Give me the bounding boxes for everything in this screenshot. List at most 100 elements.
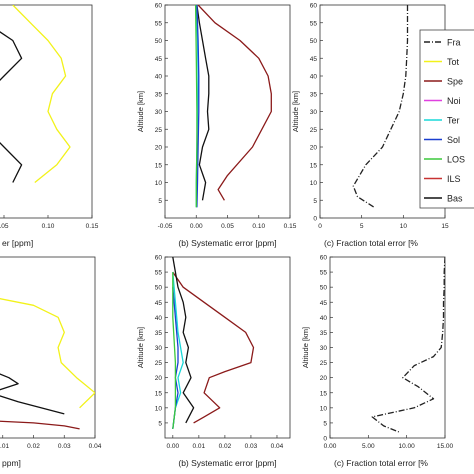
- x-tick-label-top-b: 0.15: [284, 223, 297, 230]
- y-tick-label-top-c: 60: [310, 3, 318, 10]
- y-tick-label-bottom-c: 0: [323, 436, 327, 443]
- y-tick-label-bottom-b: 10: [155, 405, 163, 412]
- plot-frame-bottom-c: [329, 256, 446, 439]
- x-tick-label-top-a: 0.10: [42, 223, 55, 230]
- y-tick-label-bottom-c: 10: [320, 405, 328, 412]
- y-tick-label-top-b: 5: [158, 198, 162, 205]
- series-line-bottom-b-1: [172, 257, 195, 424]
- y-tick-label-top-b: 15: [155, 162, 163, 169]
- y-tick-label-top-c: 0: [313, 216, 317, 223]
- y-tick-label-bottom-b: 15: [155, 390, 163, 397]
- x-tick-label-bottom-a: 0.02: [27, 443, 40, 450]
- x-axis-label-bottom-a: ppm]: [2, 458, 21, 468]
- legend-label: Ter: [447, 116, 460, 126]
- y-tick-label-top-b: 45: [155, 56, 163, 63]
- x-tick-label-bottom-b: 0.02: [219, 443, 232, 450]
- y-tick-label-bottom-c: 30: [320, 345, 328, 352]
- series-line-top-b-0: [197, 5, 272, 201]
- legend-label: LOS: [447, 155, 465, 165]
- x-axis-label-bottom-b: (b) Systematic error [ppm]: [178, 458, 276, 468]
- y-tick-label-bottom-b: 45: [155, 300, 163, 307]
- y-tick-label-bottom-b: 5: [158, 420, 162, 427]
- y-tick-label-bottom-c: 35: [320, 330, 328, 337]
- y-tick-label-bottom-c: 50: [320, 285, 328, 292]
- legend-label: Spe: [447, 77, 463, 87]
- y-tick-label-top-c: 25: [310, 127, 318, 134]
- legend-label: Tot: [447, 57, 460, 67]
- y-tick-label-top-c: 45: [310, 56, 318, 63]
- y-tick-label-top-b: 55: [155, 20, 163, 27]
- series-line-bottom-a-0: [0, 298, 95, 409]
- x-axis-label-bottom-c: (c) Fraction total error [%: [334, 458, 428, 468]
- y-tick-label-top-b: 40: [155, 74, 163, 81]
- series-line-top-b-4: [194, 5, 198, 208]
- legend-label: Bas: [447, 194, 463, 204]
- series-line-bottom-b-4: [172, 272, 177, 429]
- y-tick-label-top-b: 50: [155, 38, 163, 45]
- series-line-bottom-c-0: [371, 257, 445, 433]
- x-axis-label-top-b: (b) Systematic error [ppm]: [178, 238, 276, 248]
- x-tick-label-bottom-c: 5.00: [362, 443, 375, 450]
- y-axis-label-bottom-b: Altitude [km]: [136, 327, 145, 368]
- y-axis-label-bottom-c: Altitude [km]: [301, 327, 310, 368]
- x-tick-label-top-a: .05: [0, 223, 9, 230]
- legend-label: Noi: [447, 96, 461, 106]
- x-tick-label-bottom-a: 0.03: [58, 443, 71, 450]
- y-tick-label-top-c: 15: [310, 162, 318, 169]
- x-tick-label-top-b: 0.10: [252, 223, 265, 230]
- y-tick-label-bottom-c: 55: [320, 270, 328, 277]
- y-tick-label-top-c: 10: [310, 180, 318, 187]
- y-tick-label-top-c: 5: [313, 198, 317, 205]
- x-axis-label-top-c: (c) Fraction total error [%: [324, 238, 418, 248]
- x-tick-label-bottom-b: 0.04: [271, 443, 284, 450]
- plot-frame-bottom-b: [164, 256, 291, 439]
- y-tick-label-bottom-b: 30: [155, 345, 163, 352]
- x-axis-label-top-a: er [ppm]: [2, 238, 33, 248]
- series-line-bottom-b-2: [172, 272, 184, 429]
- y-tick-label-top-c: 40: [310, 74, 318, 81]
- y-tick-label-bottom-b: 55: [155, 270, 163, 277]
- y-tick-label-bottom-c: 60: [320, 255, 328, 262]
- series-line-bottom-b-0: [172, 271, 255, 424]
- y-tick-label-bottom-b: 20: [155, 375, 163, 382]
- x-tick-label-bottom-c: 15.00: [437, 443, 454, 450]
- plot-frame-bottom-a: [0, 256, 96, 439]
- y-tick-label-bottom-c: 25: [320, 360, 328, 367]
- y-tick-label-bottom-c: 20: [320, 375, 328, 382]
- y-tick-label-top-b: 60: [155, 3, 163, 10]
- x-tick-label-top-c: 10: [400, 223, 408, 230]
- y-tick-label-top-c: 55: [310, 20, 318, 27]
- y-axis-label-top-c: Altitude [km]: [291, 91, 300, 132]
- legend-label: ILS: [447, 174, 461, 184]
- series-line-top-a-1: [0, 31, 23, 183]
- series-line-top-b-1: [196, 5, 210, 201]
- y-tick-label-top-c: 50: [310, 38, 318, 45]
- y-tick-label-bottom-b: 60: [155, 255, 163, 262]
- x-tick-label-top-c: 0: [318, 223, 322, 230]
- series-line-bottom-a-1: [0, 373, 65, 415]
- plot-frame-top-a: [0, 4, 93, 219]
- y-tick-label-top-b: 20: [155, 145, 163, 152]
- y-tick-label-top-b: 35: [155, 91, 163, 98]
- y-tick-label-top-b: 30: [155, 109, 163, 116]
- y-tick-label-bottom-b: 40: [155, 315, 163, 322]
- legend-label: Fra: [447, 38, 461, 48]
- y-tick-label-top-c: 35: [310, 91, 318, 98]
- y-tick-label-top-b: 10: [155, 180, 163, 187]
- x-tick-label-bottom-a: 0.04: [89, 443, 102, 450]
- series-line-bottom-a-2: [0, 420, 80, 430]
- y-tick-label-bottom-b: 35: [155, 330, 163, 337]
- y-tick-label-bottom-c: 45: [320, 300, 328, 307]
- x-tick-label-bottom-c: 10.00: [399, 443, 416, 450]
- series-line-top-c-0: [352, 5, 409, 208]
- y-tick-label-top-c: 30: [310, 109, 318, 116]
- y-tick-label-bottom-b: 25: [155, 360, 163, 367]
- x-tick-label-top-b: 0.00: [190, 223, 203, 230]
- x-tick-label-top-a: 0.15: [86, 223, 99, 230]
- y-tick-label-bottom-c: 15: [320, 390, 328, 397]
- x-tick-label-bottom-c: 0.00: [324, 443, 337, 450]
- x-tick-label-bottom-b: 0.00: [166, 443, 179, 450]
- x-tick-label-top-c: 5: [360, 223, 364, 230]
- series-line-top-b-3: [196, 5, 200, 208]
